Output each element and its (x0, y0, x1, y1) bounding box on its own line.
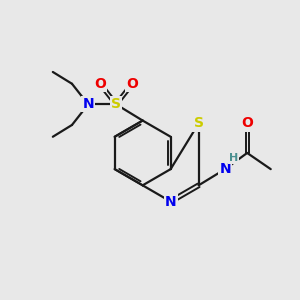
Text: N: N (165, 194, 176, 208)
Text: S: S (111, 98, 121, 111)
Text: N: N (82, 98, 94, 111)
Text: H: H (229, 153, 238, 163)
Text: S: S (194, 116, 204, 130)
Text: O: O (126, 77, 138, 91)
Text: O: O (94, 77, 106, 91)
Text: O: O (241, 116, 253, 130)
Text: N: N (219, 162, 231, 176)
